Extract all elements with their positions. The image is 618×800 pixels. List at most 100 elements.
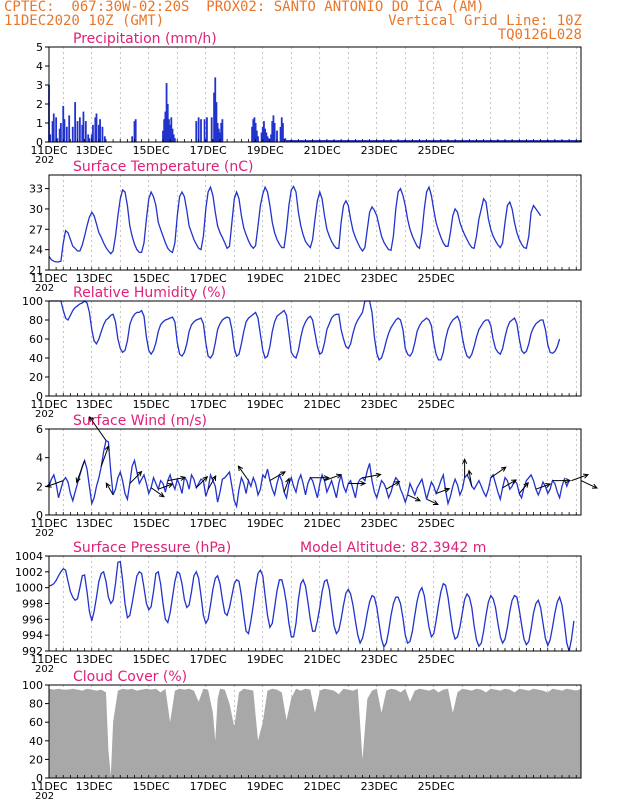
precip-bar xyxy=(296,140,299,142)
wind-arrow-shaft xyxy=(150,487,165,498)
y-tick-label: 2 xyxy=(36,480,43,493)
y-tick-label: 4 xyxy=(36,60,43,73)
precip-bar xyxy=(521,140,524,142)
precip-bar xyxy=(520,140,523,142)
x-tick-label: 17DEC xyxy=(190,780,227,793)
precip-bar xyxy=(87,134,90,142)
x-tick-label: 15DEC xyxy=(133,780,170,793)
wind-arrow-head xyxy=(583,473,590,479)
wind-arrow-shaft xyxy=(518,482,529,494)
precip-bar xyxy=(548,140,550,142)
precip-bar xyxy=(578,140,581,142)
precip-bar xyxy=(485,140,487,142)
wind-arrow-shaft xyxy=(46,480,64,488)
y-tick-label: 30 xyxy=(29,203,43,216)
wind-arrow-head xyxy=(462,458,468,465)
precip-panel-title: Precipitation (mm/h) xyxy=(73,31,217,47)
precip-bar xyxy=(219,132,221,142)
precip-bar xyxy=(396,140,398,142)
precip-bar xyxy=(409,140,411,142)
wind-arrow-head xyxy=(565,477,572,484)
x-year-label: 202 xyxy=(35,409,54,420)
precip-bar xyxy=(420,140,423,142)
precip-bar xyxy=(217,128,220,142)
wind-arrow-head xyxy=(211,475,217,482)
precip-bar xyxy=(316,140,319,142)
precip-bar xyxy=(510,140,512,142)
precip-bar xyxy=(381,140,384,142)
precip-bar xyxy=(200,119,202,142)
x-tick-label: 23DEC xyxy=(361,398,398,411)
precip-bar xyxy=(302,140,305,142)
precip-bar xyxy=(162,130,164,142)
precip-bar xyxy=(538,140,541,142)
precip-bar xyxy=(577,140,580,142)
precip-bar xyxy=(88,138,91,142)
precip-bar xyxy=(401,140,404,142)
x-tick-label: 21DEC xyxy=(304,144,341,157)
precip-bar xyxy=(271,121,274,142)
precip-bar xyxy=(301,140,303,142)
precip-bar xyxy=(371,140,373,142)
y-tick-label: 21 xyxy=(29,264,43,277)
y-tick-label: 0 xyxy=(36,136,43,149)
wind-arrow-head xyxy=(323,475,330,481)
wind-arrow-shaft xyxy=(362,474,381,479)
precip-bar xyxy=(310,140,313,142)
precip-bar xyxy=(449,140,452,142)
precip-bar xyxy=(366,140,369,142)
precip-bar xyxy=(416,140,419,142)
precip-bar xyxy=(360,140,363,142)
precip-bar xyxy=(372,140,375,142)
precip-bar xyxy=(171,128,174,142)
precip-bar xyxy=(543,140,546,142)
y-tick-label: 80 xyxy=(29,698,43,711)
header-date: 11DEC2020 10Z (GMT) xyxy=(4,13,165,29)
precip-bar xyxy=(487,140,490,142)
precip-bar xyxy=(365,140,367,142)
precip-bar xyxy=(480,140,483,142)
precip-bar xyxy=(457,140,460,142)
precip-bar xyxy=(463,140,466,142)
precip-bar xyxy=(81,124,84,142)
precip-bar xyxy=(84,121,87,142)
precip-bar xyxy=(293,140,296,142)
precip-bar xyxy=(220,123,223,142)
x-tick-label: 25DEC xyxy=(418,398,455,411)
precip-bar xyxy=(328,140,331,142)
y-tick-label: 40 xyxy=(29,735,43,748)
precip-bar xyxy=(467,140,470,142)
wind-arrow-shaft xyxy=(158,483,173,490)
precip-bar xyxy=(292,140,295,142)
rh-panel-title: Relative Humidity (%) xyxy=(73,285,226,301)
wind-arrow-shaft xyxy=(105,482,114,496)
wind-arrow-shaft xyxy=(407,494,421,502)
precip-bar xyxy=(335,140,338,142)
precip-bar xyxy=(58,128,61,142)
x-tick-label: 13DEC xyxy=(76,272,113,285)
precip-bar xyxy=(434,140,436,142)
precip-bar xyxy=(99,119,101,142)
precip-bar xyxy=(455,140,458,142)
x-year-label: 202 xyxy=(35,528,54,539)
precip-bar xyxy=(549,140,552,142)
wind-arrow-head xyxy=(237,465,244,472)
wind-arrow-shaft xyxy=(426,498,439,505)
precip-bar xyxy=(101,126,104,142)
precip-bar xyxy=(469,140,472,142)
precip-bar xyxy=(298,140,301,142)
precip-bar xyxy=(507,140,510,142)
precip-bar xyxy=(428,140,430,142)
x-tick-label: 11DEC xyxy=(30,517,67,530)
precip-bar xyxy=(429,140,432,142)
precip-bar xyxy=(92,124,94,142)
x-tick-label: 13DEC xyxy=(76,144,113,157)
precip-bar xyxy=(264,128,267,142)
x-tick-label: 25DEC xyxy=(418,653,455,666)
wind-arrow-shaft xyxy=(502,479,517,489)
precip-bar xyxy=(540,140,543,142)
precip-bar xyxy=(464,140,467,142)
precip-bar xyxy=(172,134,175,142)
wind-arrow-head xyxy=(75,477,81,484)
precip-bar xyxy=(74,102,77,142)
